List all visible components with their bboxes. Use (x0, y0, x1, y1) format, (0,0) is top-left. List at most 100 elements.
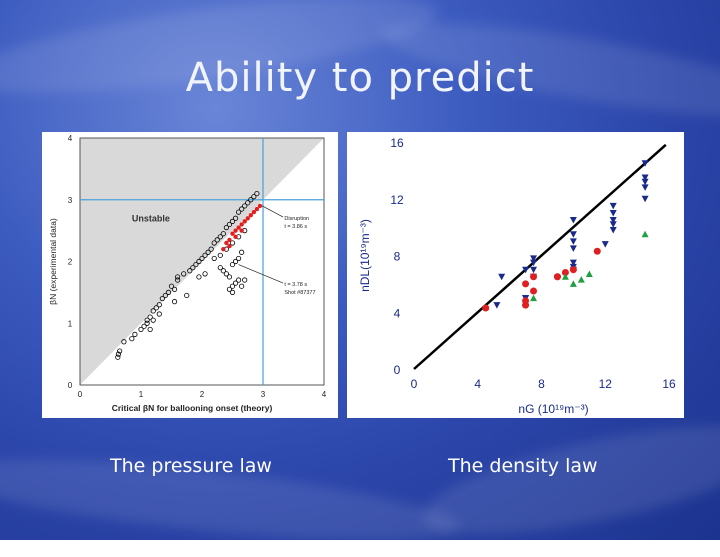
y-tick-label: 3 (68, 196, 73, 205)
left-caption: The pressure law (110, 455, 272, 477)
data-point (239, 206, 245, 212)
data-point (229, 218, 236, 224)
annotation-text: t = 3.86 s (284, 224, 307, 230)
data-point-red (530, 287, 538, 295)
y-axis-label: nDL(10¹⁹m⁻³) (358, 219, 372, 292)
data-point-blue (609, 202, 617, 210)
data-point-green (530, 294, 538, 302)
data-point-blue (641, 178, 649, 186)
data-point-red (248, 212, 253, 218)
data-point (156, 302, 162, 308)
data-point (232, 280, 239, 286)
y-tick-label: 4 (394, 306, 401, 320)
data-point-blue (601, 241, 609, 248)
data-point (251, 194, 257, 200)
data-point (165, 289, 172, 295)
data-point-red (530, 273, 538, 281)
x-tick-label: 8 (538, 377, 545, 391)
y-tick-label: 8 (394, 250, 401, 264)
data-point (171, 286, 178, 292)
data-point (229, 289, 236, 295)
data-point (144, 317, 150, 323)
data-point (223, 224, 229, 231)
data-point (232, 215, 239, 221)
data-point-blue (609, 226, 617, 234)
data-point (236, 209, 242, 215)
data-point-red (522, 280, 530, 288)
data-point (211, 255, 217, 262)
data-point (156, 311, 162, 317)
annotation-text: t = 3.78 s (284, 282, 307, 288)
data-point-green (569, 280, 577, 287)
density-chart: 0 4 8 12 16 0 4 8 12 16 nG (10¹⁹m⁻³) nDL(10¹⁹m⁻³) (358, 136, 676, 416)
pressure-chart: 0 1 2 3 4 0 1 2 3 4 Critical βN for ballooning ons… (48, 134, 327, 413)
data-point (193, 261, 199, 268)
density-chart-panel: 0 4 8 12 16 0 4 8 12 16 nG (10¹⁹m⁻³) nDL(10¹⁹m⁻³) (347, 132, 684, 418)
data-point (236, 255, 242, 262)
data-point-red (224, 240, 229, 246)
x-tick-label: 4 (322, 390, 327, 399)
data-point (226, 221, 233, 228)
data-point (138, 326, 144, 333)
y-tick-label: 2 (68, 258, 73, 267)
data-point-red (561, 269, 569, 277)
data-point (121, 339, 127, 345)
data-point (132, 331, 138, 337)
data-point-blue (493, 302, 501, 309)
data-point-blue (609, 209, 617, 217)
data-point-red (236, 225, 241, 230)
data-point (162, 292, 169, 299)
data-point (150, 317, 156, 323)
data-point (184, 292, 190, 299)
data-point-blue (569, 231, 577, 238)
data-point-red (245, 216, 250, 221)
data-point-blue (530, 259, 538, 267)
y-tick-label: 12 (390, 193, 404, 207)
data-point-blue (641, 160, 649, 167)
data-point (187, 268, 193, 274)
data-point (153, 305, 159, 311)
data-point (168, 283, 175, 289)
data-point (175, 277, 181, 283)
x-tick-label: 16 (662, 377, 676, 391)
data-point (248, 197, 254, 203)
data-point-red (227, 243, 232, 249)
data-point-blue (522, 266, 530, 274)
data-point-red (227, 237, 232, 243)
data-point-green (585, 270, 593, 277)
right-caption: The density law (448, 455, 598, 477)
annotation-text: Disruption (284, 216, 309, 222)
data-point (181, 271, 187, 277)
data-point (190, 265, 196, 271)
y-tick-label: 0 (68, 381, 73, 390)
data-point (217, 265, 223, 271)
data-point (220, 231, 226, 237)
data-point-red (239, 228, 244, 233)
data-point-red (593, 247, 601, 255)
data-point-blue (609, 221, 617, 228)
data-point-red (522, 301, 530, 309)
data-point (141, 323, 147, 329)
data-point (150, 308, 156, 314)
data-point-blue (641, 195, 649, 203)
data-point (229, 240, 236, 246)
data-point (202, 271, 208, 277)
data-point-red (251, 209, 257, 215)
data-point (245, 200, 251, 206)
x-axis-label: nG (10¹⁹m⁻³) (518, 402, 588, 416)
x-tick-label: 0 (411, 377, 418, 391)
data-point-red (254, 206, 260, 212)
data-point-blue (530, 266, 538, 274)
data-point-red (482, 304, 490, 312)
y-tick-label: 0 (394, 363, 401, 377)
x-tick-label: 3 (261, 390, 266, 399)
unstable-region (80, 138, 324, 385)
data-point (196, 258, 202, 265)
data-point-red (233, 228, 238, 233)
data-point (115, 351, 122, 357)
data-point (129, 336, 135, 342)
data-point (217, 234, 223, 240)
x-tick-label: 4 (474, 377, 481, 391)
data-point (175, 274, 181, 280)
data-point (217, 252, 223, 258)
